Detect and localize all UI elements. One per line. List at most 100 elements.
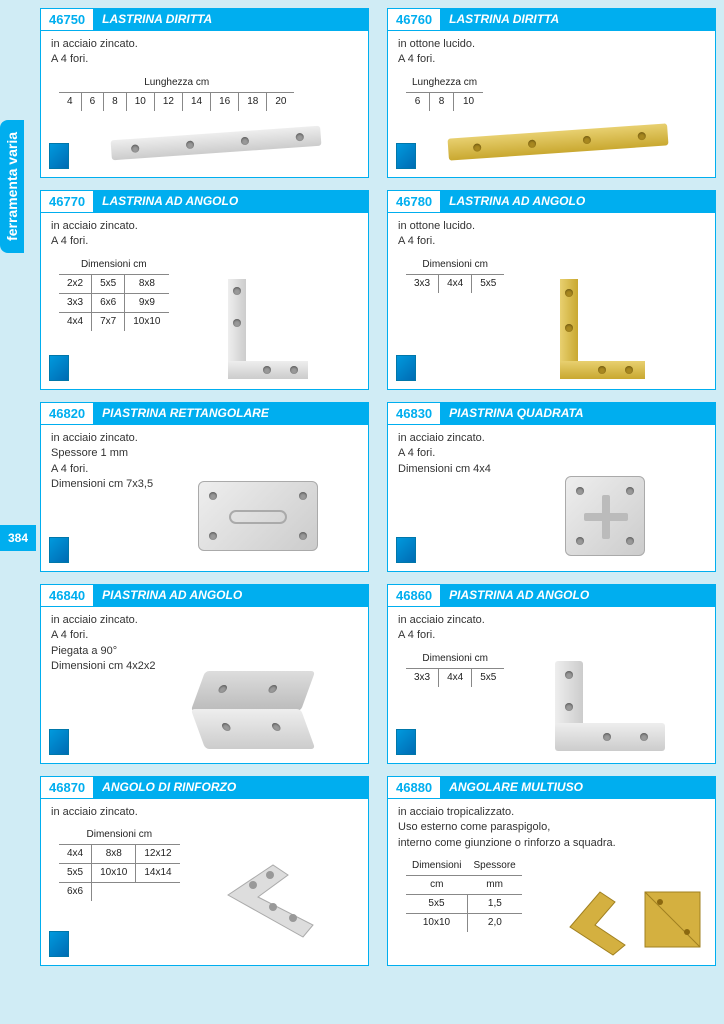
- cell: 5x5: [406, 895, 467, 914]
- desc-line: interno come giunzione o rinforzo a squa…: [398, 836, 705, 851]
- desc-line: in ottone lucido.: [398, 219, 705, 234]
- desc-line: Dimensioni cm 4x4: [398, 462, 705, 477]
- desc-line: in acciaio zincato.: [51, 219, 358, 234]
- table-header: Dimensioni cm: [59, 826, 180, 845]
- product-card: 46840 PIASTRINA AD ANGOLO in acciaio zin…: [40, 584, 369, 764]
- table-header: Lunghezza cm: [59, 74, 294, 93]
- cell: 10: [126, 92, 154, 111]
- cell: 8: [430, 92, 454, 111]
- cell: 20: [267, 92, 295, 111]
- cell: 16: [211, 92, 239, 111]
- cell: 5x5: [472, 668, 505, 687]
- thumbnail-icon: [396, 355, 416, 381]
- desc-line: A 4 fori.: [51, 234, 358, 249]
- table-header: Dimensioni cm: [406, 256, 504, 275]
- product-card: 46750 LASTRINA DIRITTA in acciaio zincat…: [40, 8, 369, 178]
- product-code: 46830: [388, 403, 441, 425]
- desc-line: in acciaio zincato.: [51, 613, 358, 628]
- product-code: 46870: [41, 777, 94, 799]
- cell: 4: [59, 92, 81, 111]
- desc-line: A 4 fori.: [398, 628, 705, 643]
- product-image: [565, 476, 645, 556]
- cell: 2,0: [467, 914, 521, 933]
- cell: 5x5: [92, 274, 125, 293]
- thumbnail-icon: [49, 355, 69, 381]
- table-header: Dimensioni cm: [406, 650, 504, 669]
- page-number: 384: [0, 525, 36, 551]
- product-grid: 46750 LASTRINA DIRITTA in acciaio zincat…: [40, 8, 716, 966]
- thumbnail-icon: [49, 143, 69, 169]
- cell: 3x3: [59, 293, 92, 312]
- product-image: [198, 481, 318, 551]
- cell: 8x8: [125, 274, 169, 293]
- product-code: 46840: [41, 585, 94, 607]
- size-table: Lunghezza cm 6 8 10: [406, 74, 483, 111]
- product-code: 46820: [41, 403, 94, 425]
- cell: 5x5: [472, 274, 505, 293]
- product-title: LASTRINA DIRITTA: [94, 9, 368, 31]
- product-image: [448, 123, 669, 160]
- product-image: [560, 279, 645, 379]
- product-title: PIASTRINA RETTANGOLARE: [94, 403, 368, 425]
- thumbnail-icon: [396, 143, 416, 169]
- product-card: 46870 ANGOLO DI RINFORZO in acciaio zinc…: [40, 776, 369, 966]
- cell: 10x10: [125, 312, 169, 331]
- desc-line: in ottone lucido.: [398, 37, 705, 52]
- product-title: ANGOLO DI RINFORZO: [94, 777, 368, 799]
- product-card: 46780 LASTRINA AD ANGOLO in ottone lucid…: [387, 190, 716, 390]
- product-image: [555, 661, 665, 751]
- cell: 10x10: [406, 914, 467, 933]
- cell: 9x9: [125, 293, 169, 312]
- desc-line: in acciaio zincato.: [51, 431, 358, 446]
- product-title: ANGOLARE MULTIUSO: [441, 777, 715, 799]
- product-image: [228, 279, 308, 379]
- desc-line: in acciaio zincato.: [51, 805, 358, 820]
- thumbnail-icon: [396, 537, 416, 563]
- product-title: LASTRINA DIRITTA: [441, 9, 715, 31]
- cell: 4x4: [59, 845, 92, 864]
- desc-line: A 4 fori.: [398, 52, 705, 67]
- product-title: LASTRINA AD ANGOLO: [94, 191, 368, 213]
- size-table: Lunghezza cm 4 6 8 10 12 14 16 18 20: [59, 74, 294, 111]
- desc-line: in acciaio tropicalizzato.: [398, 805, 705, 820]
- cell: 7x7: [92, 312, 125, 331]
- desc-line: in acciaio zincato.: [398, 431, 705, 446]
- thumbnail-icon: [49, 729, 69, 755]
- size-table: DimensioniSpessore cmmm 5x51,5 10x102,0: [406, 857, 522, 932]
- cell: 14: [182, 92, 210, 111]
- cell: 4x4: [59, 312, 92, 331]
- desc-line: A 4 fori.: [398, 234, 705, 249]
- table-header: Lunghezza cm: [406, 74, 483, 93]
- product-title: PIASTRINA QUADRATA: [441, 403, 715, 425]
- cell: 18: [239, 92, 267, 111]
- desc-line: Piegata a 90°: [51, 644, 358, 659]
- product-code: 46880: [388, 777, 441, 799]
- category-tab: ferramenta varia: [0, 120, 24, 253]
- product-code: 46750: [41, 9, 94, 31]
- table-header: Spessore: [467, 857, 521, 876]
- cell: 1,5: [467, 895, 521, 914]
- cell: 8: [104, 92, 127, 111]
- product-card: 46860 PIASTRINA AD ANGOLO in acciaio zin…: [387, 584, 716, 764]
- cell: 14x14: [136, 864, 180, 883]
- desc-line: A 4 fori.: [51, 462, 358, 477]
- cell: 12: [154, 92, 182, 111]
- thumbnail-icon: [396, 729, 416, 755]
- thumbnail-icon: [49, 537, 69, 563]
- product-card: 46820 PIASTRINA RETTANGOLARE in acciaio …: [40, 402, 369, 572]
- size-table: Dimensioni cm 4x48x812x12 5x510x1014x14 …: [59, 826, 180, 901]
- product-code: 46770: [41, 191, 94, 213]
- size-table: Dimensioni cm 3x34x45x5: [406, 650, 504, 687]
- product-card: 46760 LASTRINA DIRITTA in ottone lucido.…: [387, 8, 716, 178]
- cell: 6: [406, 92, 430, 111]
- cell: 12x12: [136, 845, 180, 864]
- cell: 3x3: [406, 668, 439, 687]
- table-header: cm: [406, 876, 467, 895]
- product-title: PIASTRINA AD ANGOLO: [94, 585, 368, 607]
- product-card: 46770 LASTRINA AD ANGOLO in acciaio zinc…: [40, 190, 369, 390]
- product-image: [218, 855, 338, 945]
- thumbnail-icon: [49, 931, 69, 957]
- product-card: 46830 PIASTRINA QUADRATA in acciaio zinc…: [387, 402, 716, 572]
- cell: 4x4: [439, 274, 472, 293]
- cell: 2x2: [59, 274, 92, 293]
